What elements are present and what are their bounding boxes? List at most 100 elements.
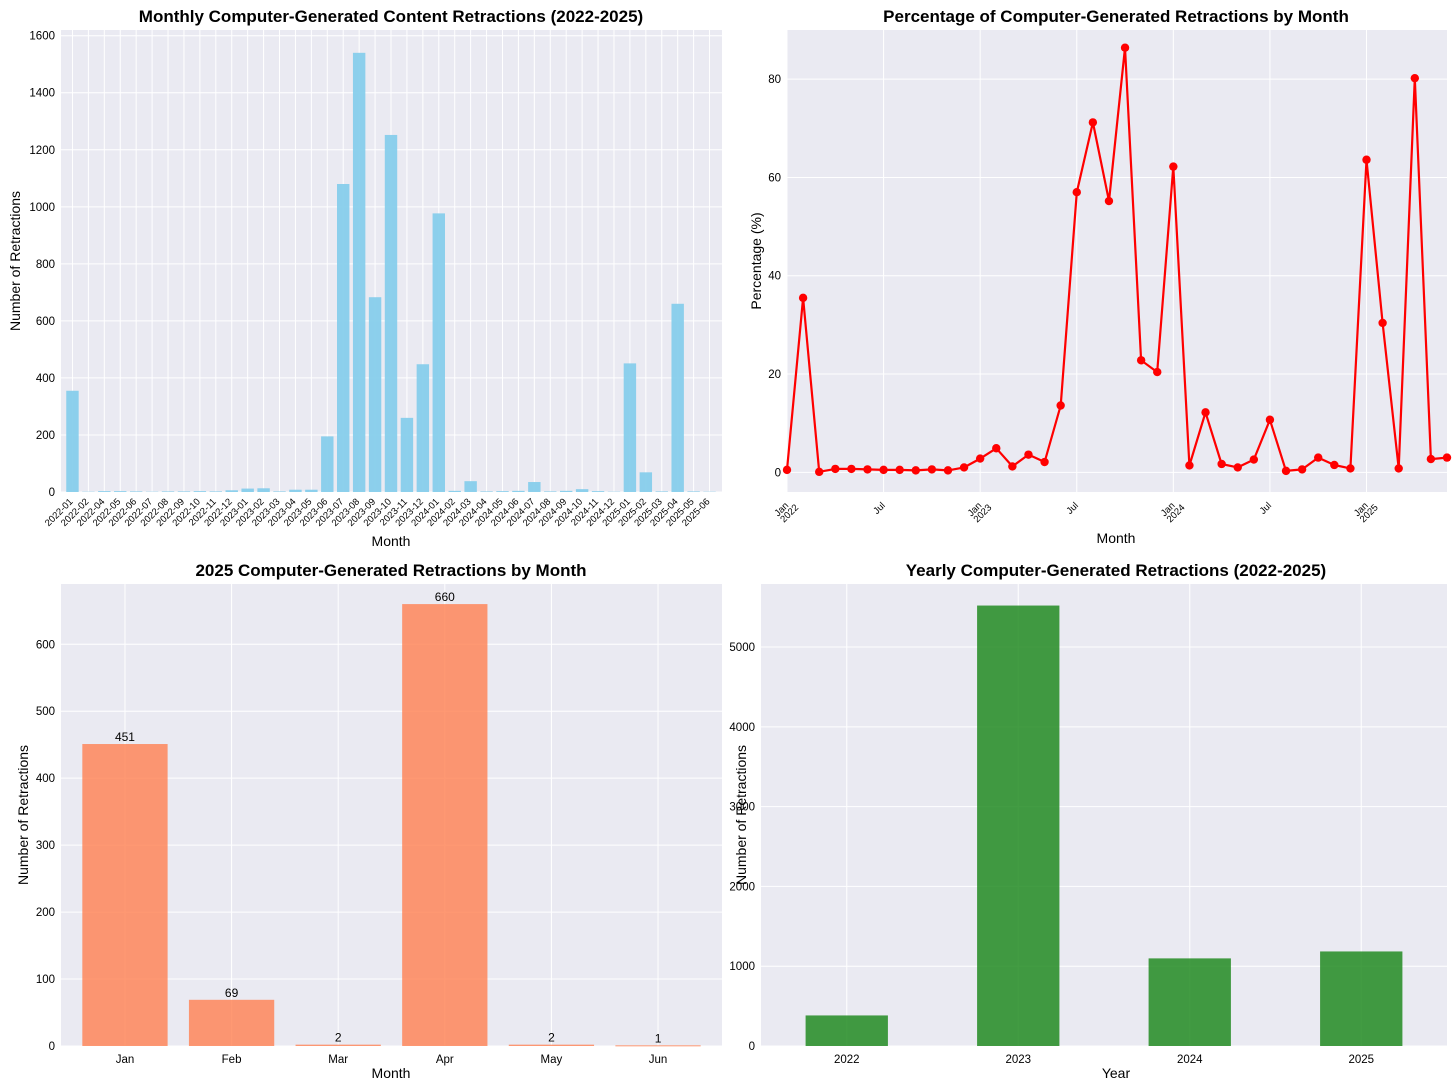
y-tick-label: 500 [36,706,55,718]
data-point [1314,453,1323,462]
bar [512,490,525,492]
bar [273,491,286,492]
x-axis-label: Month [372,1065,411,1081]
chart-title: 2025 Computer-Generated Retractions by M… [195,561,586,580]
data-point [1410,73,1420,83]
x-axis-label: Year [1102,1065,1131,1081]
y-tick-label: 40 [768,271,781,283]
plot-area [787,30,1447,492]
bar [114,491,127,492]
data-point [1426,454,1436,464]
bar [805,1015,888,1046]
bar [1320,951,1403,1046]
chart-title: Percentage of Computer-Generated Retract… [883,7,1349,26]
bar [432,213,445,492]
data-label: 2 [548,1031,555,1045]
y-tick-label: 1400 [29,88,55,100]
bar [464,481,477,492]
bar [639,472,653,492]
data-point [943,466,953,475]
bar [177,491,191,492]
bar [448,490,461,492]
data-point [1330,460,1339,470]
y-tick-label: 60 [768,172,781,184]
bar [416,364,430,492]
data-point [1265,415,1275,424]
y-tick-label: 100 [36,974,55,986]
data-point [847,464,856,474]
y-axis-label: Number of Retractions [7,191,23,331]
data-point [1072,187,1081,197]
data-point [1233,463,1242,472]
data-point [895,465,904,475]
bar [295,1044,381,1046]
bar [671,303,684,492]
bar [368,297,382,492]
y-tick-label: 600 [36,639,55,651]
bar [241,488,254,492]
data-point [992,444,1001,453]
data-point [1136,356,1146,365]
y-axis-label: Number of Retractions [15,745,31,885]
y-tick-label: 400 [36,373,55,385]
bar [225,490,238,492]
data-point [1281,466,1291,476]
data-point [1297,465,1307,474]
bar [188,999,275,1046]
data-point [1024,450,1033,459]
data-point [1394,464,1403,473]
y-tick-label: 800 [36,259,55,271]
data-point [1169,162,1178,171]
bar [129,491,143,492]
plot-area [61,584,722,1046]
y-tick-label: 3000 [729,802,755,814]
y-tick-label: 200 [36,907,55,919]
bar [257,488,270,492]
bar [384,134,398,492]
y-tick-label: 1000 [729,961,755,973]
y-tick-label: 0 [49,1041,55,1053]
x-axis-label: Month [372,533,411,549]
bar [402,604,488,1046]
bar [193,491,207,492]
bar [655,491,668,492]
bar [305,489,318,492]
y-tick-label: 0 [49,487,55,499]
x-tick-label: Jan [116,1054,135,1066]
data-point [782,465,792,475]
data-point [1104,196,1114,206]
x-tick-label: May [541,1054,563,1066]
y-tick-label: 1200 [29,145,55,157]
data-point [1249,455,1259,464]
y-tick-label: 1000 [29,202,55,214]
data-point [1346,464,1355,473]
data-point [814,467,824,477]
data-point [1008,462,1017,471]
monthly-retractions-chart: 020040060080010001200140016002022-012022… [7,7,722,549]
x-tick-label: Mar [328,1054,348,1066]
data-point [927,465,937,474]
y-tick-label: 80 [768,74,781,86]
data-point [959,463,969,472]
x-tick-label: Jun [649,1054,668,1066]
data-label: 660 [435,590,455,604]
data-point [831,464,840,474]
x-tick-label: Apr [436,1054,454,1066]
data-point [863,465,872,474]
bar [559,490,573,492]
data-point [1040,457,1049,467]
bar [623,363,637,492]
y-tick-label: 400 [36,773,55,785]
bar [480,491,493,492]
data-point [1056,401,1065,410]
data-label: 1 [655,1031,662,1045]
bar [209,491,223,492]
data-point [911,466,920,475]
y-tick-label: 2000 [729,881,755,893]
data-point [1217,459,1226,469]
bar [496,491,509,492]
bar [321,436,334,492]
y-axis-label: Number of Retractions [733,745,749,885]
bar [591,491,605,492]
